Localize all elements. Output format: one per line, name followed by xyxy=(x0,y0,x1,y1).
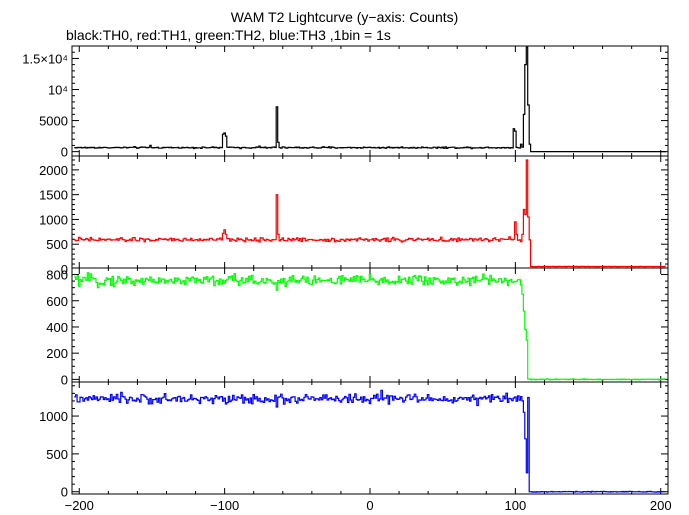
x-tick-label: −100 xyxy=(210,498,239,513)
panel-frame-th1 xyxy=(71,155,669,269)
y-tick-label-th2: 0 xyxy=(61,372,68,387)
y-tick-label-th2: 400 xyxy=(46,320,68,335)
y-tick-label-th1: 500 xyxy=(46,237,68,252)
x-tick-label: 200 xyxy=(650,498,672,513)
series-line-th3 xyxy=(74,389,666,493)
y-tick-label-th0: 10⁴ xyxy=(48,83,68,98)
chart-title: WAM T2 Lightcurve (y−axis: Counts) xyxy=(230,9,459,25)
series-line-th2 xyxy=(74,272,666,381)
chart-subtitle: black:TH0, red:TH1, green:TH2, blue:TH3 … xyxy=(66,27,391,43)
x-tick-label: 100 xyxy=(505,498,527,513)
y-tick-label-th0: 5000 xyxy=(39,114,68,129)
y-tick-label-th2: 800 xyxy=(46,268,68,283)
y-tick-label-th3: 1000 xyxy=(39,409,68,424)
series-line-th0 xyxy=(74,46,666,153)
y-tick-label-th1: 2000 xyxy=(39,163,68,178)
y-tick-label-th3: 0 xyxy=(61,485,68,500)
panel-frame-th0 xyxy=(71,45,669,157)
y-tick-label-th2: 600 xyxy=(46,294,68,309)
x-tick-label: 0 xyxy=(366,498,373,513)
y-tick-label-th1: 1000 xyxy=(39,212,68,227)
y-tick-label-th0: 0 xyxy=(61,145,68,160)
y-tick-label-th0: 1.5×10⁴ xyxy=(22,51,68,66)
x-tick-label: −200 xyxy=(65,498,94,513)
panel-frame-th2 xyxy=(71,267,669,383)
y-tick-label-th1: 0 xyxy=(61,262,68,277)
y-tick-label-th3: 500 xyxy=(46,447,68,462)
series-line-th1 xyxy=(74,159,666,268)
y-tick-label-th1: 1500 xyxy=(39,188,68,203)
y-tick-label-th2: 200 xyxy=(46,346,68,361)
